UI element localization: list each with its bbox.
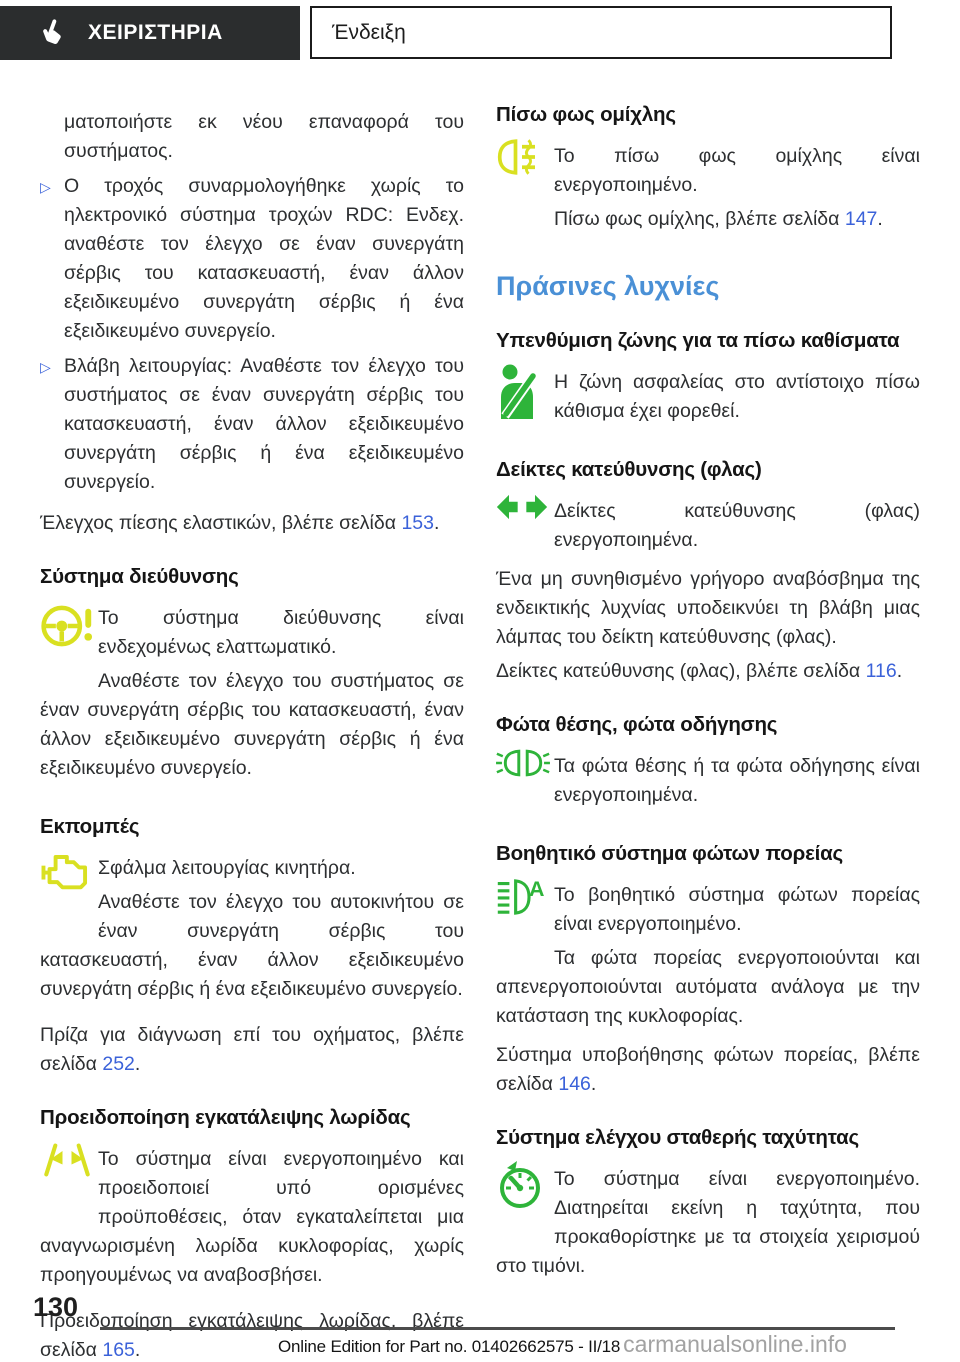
warning-entry: Το σύστημα είναι ενεργοποιημένο και προε… <box>40 1140 464 1295</box>
page-number: 130 <box>33 1292 79 1322</box>
reference-text: Πίσω φως ομίχλης, βλέπε σελίδα <box>554 208 845 230</box>
steering-wheel-warning-icon <box>40 599 98 686</box>
indicator-description: Αναθέστε τον έλεγχο του συστήματος σε έν… <box>40 670 464 779</box>
section-heading-cruise-control: Σύστημα ελέγχου σταθερής ταχύτητας <box>496 1126 859 1149</box>
turn-indicators-icon <box>496 492 554 550</box>
indicator-entry: Το σύστημα είναι ενεργοποιημένο. Διατηρε… <box>496 1160 920 1286</box>
cross-reference: Πρίζα για διάγνωση επί του οχήματος, βλέ… <box>40 1021 464 1079</box>
section-heading-rear-fog: Πίσω φως ομίχλης <box>496 103 676 126</box>
indicator-description: Αναθέστε τον έλεγχο του αυτοκινήτου σε έ… <box>40 891 464 1000</box>
page-link-147[interactable]: 147 <box>844 208 878 230</box>
svg-text:A: A <box>529 877 544 901</box>
reference-text: Έλεγχος πίεσης ελαστικών, βλέπε σελίδα <box>40 512 402 534</box>
reference-text: . <box>896 660 903 682</box>
section-heading-highbeam-assistant: Βοηθητικό σύστημα φώτων πορείας <box>496 842 843 865</box>
cross-reference: Προειδοποίηση εγκατάλειψης λωρίδας, βλέπ… <box>40 1307 464 1362</box>
indicator-description: Το πίσω φως ομίχλης είναι ενεργοποιημένο… <box>554 145 920 196</box>
indicator-entry: A Το βοηθητικό σύστημα φώτων πορείας είν… <box>496 876 920 1036</box>
section-tab-label: Ένδειξη <box>332 20 406 44</box>
indicator-description: Το σύστημα διεύθυνσης είναι ενδεχομένως … <box>98 607 464 658</box>
section-heading-position-lights: Φώτα θέσης, φώτα οδήγησης <box>496 713 778 736</box>
reference-text: . <box>433 512 440 534</box>
reference-text: . <box>590 1073 597 1095</box>
rear-fog-light-icon <box>496 137 554 224</box>
page-content: ματοποιήστε εκ νέου επαναφορά του συστήμ… <box>40 103 920 1362</box>
section-heading-seatbelt-reminder: Υπενθύμιση ζώνης για τα πίσω καθίσματα <box>496 329 900 352</box>
page-link-116[interactable]: 116 <box>865 660 897 682</box>
position-lights-icon <box>496 747 554 805</box>
lane-departure-warning-icon <box>40 1140 98 1227</box>
reference-text: . <box>134 1339 141 1361</box>
cross-reference: Δείκτες κατεύθυνσης (φλας), βλέπε σελίδα… <box>496 657 920 686</box>
section-title-green-lamps: Πράσινες λυχνίες <box>496 271 720 301</box>
footer-rule <box>100 1327 895 1330</box>
page-link-252[interactable]: 252 <box>102 1053 135 1075</box>
warning-entry: Σφάλμα λειτουργίας κινητήρα. Αναθέστε το… <box>40 849 464 1009</box>
indicator-description: Το σύστημα είναι ενεργοποιημένο και προε… <box>40 1148 464 1286</box>
page-link-165[interactable]: 165 <box>102 1339 135 1361</box>
indicator-entry: Τα φώτα θέσης ή τα φώτα οδήγησης είναι ε… <box>496 747 920 815</box>
triangle-bullet-icon: ▷ <box>40 359 51 375</box>
cross-reference: Σύστημα υποβοήθησης φώτων πορείας, βλέπε… <box>496 1041 920 1099</box>
section-heading-lane-departure: Προειδοποίηση εγκατάλειψης λωρίδας <box>40 1106 411 1129</box>
triangle-bullet-icon: ▷ <box>40 179 51 195</box>
right-column: Πίσω φως ομίχλης Το πίσω φως ομίχλης είν… <box>496 103 920 1362</box>
indicator-description: Το σύστημα είναι ενεργοποιημένο. Διατηρε… <box>496 1168 920 1277</box>
list-item: ▷ Ο τροχός συναρμολογήθηκε χωρίς το ηλεκ… <box>40 172 464 346</box>
indicator-description: Η ζώνη ασφαλείας στο αντίστοιχο πίσω κάθ… <box>554 371 920 422</box>
page-link-146[interactable]: 146 <box>558 1073 591 1095</box>
page-link-153[interactable]: 153 <box>401 512 434 534</box>
section-heading-emissions: Εκπομπές <box>40 815 140 838</box>
cruise-control-icon <box>496 1160 554 1247</box>
indicator-description: Τα φώτα πορείας ενεργοποιούνται και απεν… <box>496 947 920 1027</box>
warning-entry: Το πίσω φως ομίχλης είναι ενεργοποιημένο… <box>496 137 920 239</box>
hand-pointer-icon <box>40 18 66 48</box>
indicator-description: Τα φώτα θέσης ή τα φώτα οδήγησης είναι ε… <box>554 755 920 806</box>
warning-entry: Το σύστημα διεύθυνσης είναι ενδεχομένως … <box>40 599 464 788</box>
reference-text: Προειδοποίηση εγκατάλειψης λωρίδας, βλέπ… <box>40 1310 464 1361</box>
continued-paragraph: ματοποιήστε εκ νέου επαναφορά του συστήμ… <box>64 111 464 162</box>
indicator-entry: Δείκτες κατεύθυνσης (φλας) ενεργοποιημέν… <box>496 492 920 560</box>
chapter-tab-label: ΧΕΙΡΙΣΤΗΡΙΑ <box>88 21 223 44</box>
footer-line: Online Edition for Part no. 01402662575 … <box>278 1331 847 1358</box>
reference-text: Πρίζα για διάγνωση επί του οχήματος, βλέ… <box>40 1024 464 1075</box>
reference-text: . <box>877 208 883 230</box>
chapter-tab: ΧΕΙΡΙΣΤΗΡΙΑ <box>0 6 300 60</box>
section-tab: Ένδειξη <box>310 6 892 59</box>
edition-note: Online Edition for Part no. 01402662575 … <box>278 1337 621 1356</box>
seat-belt-reminder-icon <box>496 363 554 421</box>
list-item: ▷ Βλάβη λειτουργίας: Αναθέστε τον έλεγχο… <box>40 352 464 497</box>
indicator-description: Ένα μη συνηθισμένο γρήγορο αναβόσβημα τη… <box>496 568 920 648</box>
watermark-site-name: carmanualsonline.info <box>623 1331 847 1357</box>
section-heading-turn-indicators: Δείκτες κατεύθυνσης (φλας) <box>496 458 762 481</box>
reference-text: Δείκτες κατεύθυνσης (φλας), βλέπε σελίδα <box>496 660 866 682</box>
engine-icon <box>40 849 98 936</box>
bullet-text: Βλάβη λειτουργίας: Αναθέστε τον έλεγχο τ… <box>64 355 464 493</box>
section-heading-steering: Σύστημα διεύθυνσης <box>40 565 239 588</box>
indicator-entry: Η ζώνη ασφαλείας στο αντίστοιχο πίσω κάθ… <box>496 363 920 431</box>
indicator-description: Δείκτες κατεύθυνσης (φλας) ενεργοποιημέν… <box>554 500 920 551</box>
indicator-description: Σφάλμα λειτουργίας κινητήρα. <box>98 857 356 879</box>
indicator-description: Το βοηθητικό σύστημα φώτων πορείας είναι… <box>554 884 920 935</box>
cross-reference: Έλεγχος πίεσης ελαστικών, βλέπε σελίδα 1… <box>40 509 464 538</box>
reference-text: Σύστημα υποβοήθησης φώτων πορείας, βλέπε… <box>496 1044 920 1095</box>
high-beam-assistant-icon: A <box>496 876 554 963</box>
reference-text: . <box>134 1053 141 1075</box>
left-column: ματοποιήστε εκ νέου επαναφορά του συστήμ… <box>40 103 464 1362</box>
bullet-text: Ο τροχός συναρμολογήθηκε χωρίς το ηλεκτρ… <box>64 175 464 342</box>
cross-reference: Πίσω φως ομίχλης, βλέπε σελίδα 147. <box>496 205 920 234</box>
